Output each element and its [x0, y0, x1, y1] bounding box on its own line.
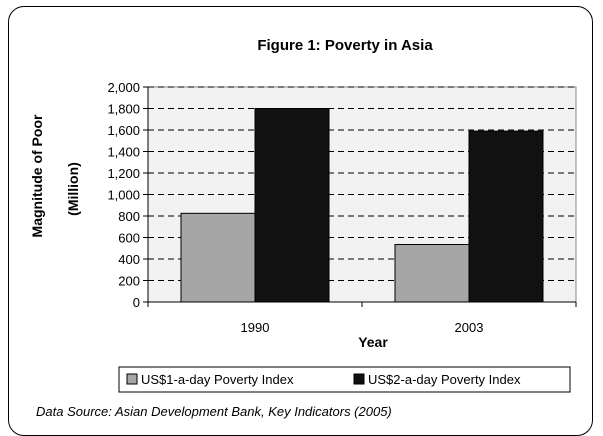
y-tick-label: 800	[118, 209, 140, 224]
y-tick-label: 1,800	[107, 102, 140, 117]
x-axis-title: Year	[358, 334, 388, 350]
y-tick-label: 600	[118, 231, 140, 246]
y-tick-label: 200	[118, 274, 140, 289]
y-tick-label: 1,000	[107, 188, 140, 203]
y-axis-ticks: 0 200 400 600 800 1,000 1,200 1,400 1,600 1,800 2,…	[107, 80, 148, 310]
bar-2003-series-2	[468, 130, 544, 303]
y-tick-label: 1,400	[107, 145, 140, 160]
y-axis-title-line1: Magnitude of Poor	[29, 114, 45, 237]
legend-box	[118, 366, 571, 393]
legend-swatch	[126, 373, 138, 385]
data-source-note: Data Source: Asian Development Bank, Key…	[36, 404, 392, 419]
legend: US$1-a-day Poverty Index US$2-a-day Pover…	[126, 372, 521, 387]
x-axis-ticks: 1990 2003	[147, 302, 577, 335]
bar-2003-series-1	[394, 243, 470, 303]
legend-swatch	[353, 373, 365, 385]
legend-label: US$2-a-day Poverty Index	[368, 372, 521, 387]
legend-label: US$1-a-day Poverty Index	[141, 372, 294, 387]
bar-1990-series-2	[254, 108, 330, 303]
y-tick-label: 0	[133, 295, 140, 310]
bar-1990-series-1	[180, 212, 256, 303]
y-tick-label: 1,600	[107, 123, 140, 138]
x-tick-label: 2003	[455, 320, 484, 335]
x-tick-label: 1990	[241, 320, 270, 335]
y-axis-title: Magnitude of Poor (Million)	[29, 114, 81, 237]
bars	[180, 108, 544, 303]
chart-title: Figure 1: Poverty in Asia	[257, 37, 433, 54]
y-tick-label: 400	[118, 252, 140, 267]
y-axis-title-line2: (Million)	[65, 162, 81, 216]
y-tick-label: 2,000	[107, 80, 140, 95]
y-tick-label: 1,200	[107, 166, 140, 181]
